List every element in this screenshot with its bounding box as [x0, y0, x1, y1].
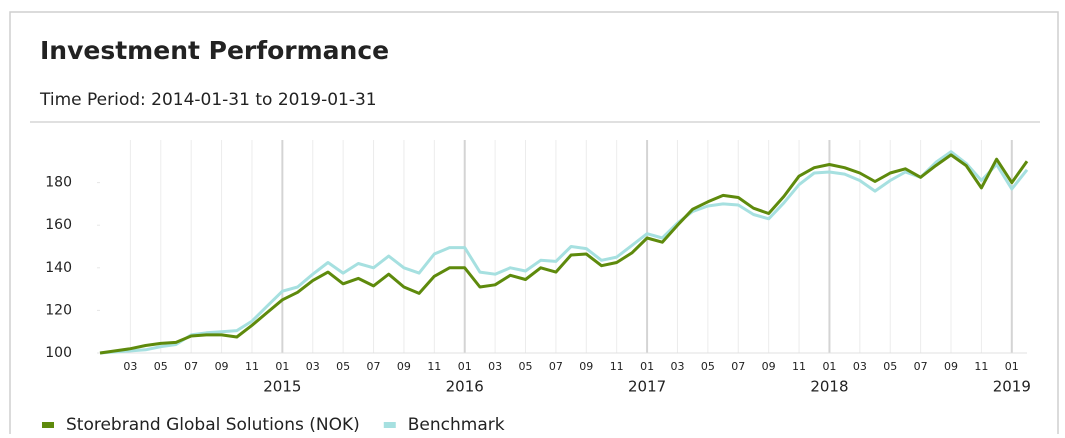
x-tick-label: 09 — [944, 360, 958, 373]
x-tick-label: 07 — [184, 360, 198, 373]
x-tick-label: 09 — [762, 360, 776, 373]
x-tick-label: 03 — [670, 360, 684, 373]
x-tick-label: 11 — [610, 360, 624, 373]
x-tick-label: 01 — [1005, 360, 1019, 373]
chart-subtitle: Time Period: 2014-01-31 to 2019-01-31 — [39, 90, 377, 110]
x-tick-label: 03 — [306, 360, 320, 373]
y-tick-label: 100 — [45, 345, 72, 361]
series-line — [99, 153, 1029, 355]
year-label: 2016 — [446, 378, 484, 396]
year-label: 2018 — [810, 378, 848, 396]
legend-swatch — [383, 422, 396, 428]
x-tick-label: 09 — [215, 360, 229, 373]
x-tick-label: 03 — [853, 360, 867, 373]
legend-label: Benchmark — [408, 415, 505, 434]
year-label: 2017 — [628, 378, 666, 396]
y-tick-label: 120 — [45, 302, 72, 318]
legend-swatch — [42, 422, 54, 428]
x-tick-label: 01 — [275, 360, 289, 373]
x-tick-label: 03 — [123, 360, 137, 373]
x-tick-label: 01 — [822, 360, 836, 373]
y-tick-label: 180 — [45, 175, 72, 191]
y-tick-label: 140 — [45, 260, 72, 276]
x-tick-label: 05 — [883, 360, 897, 373]
x-tick-label: 03 — [488, 360, 502, 373]
x-tick-label: 07 — [731, 360, 745, 373]
x-tick-label: 11 — [792, 360, 806, 373]
x-tick-label: 05 — [154, 360, 168, 373]
legend-label: Storebrand Global Solutions (NOK) — [66, 415, 360, 434]
x-tick-label: 05 — [701, 360, 715, 373]
x-tick-label: 07 — [914, 360, 928, 373]
chart-title: Investment Performance — [40, 36, 389, 65]
x-tick-label: 01 — [640, 360, 654, 373]
x-tick-label: 09 — [579, 360, 593, 373]
x-tick-label: 07 — [367, 360, 381, 373]
x-tick-label: 09 — [397, 360, 411, 373]
x-tick-label: 05 — [336, 360, 350, 373]
x-tick-label: 07 — [549, 360, 563, 373]
year-label: 2015 — [263, 378, 301, 396]
card-border — [9, 11, 1059, 434]
x-tick-label: 01 — [458, 360, 472, 373]
y-tick-label: 160 — [45, 217, 72, 233]
series-line — [99, 150, 1029, 355]
year-label: 2019 — [993, 378, 1031, 396]
x-tick-label: 11 — [974, 360, 988, 373]
x-tick-label: 11 — [427, 360, 441, 373]
x-tick-label: 05 — [519, 360, 533, 373]
x-tick-label: 11 — [245, 360, 259, 373]
